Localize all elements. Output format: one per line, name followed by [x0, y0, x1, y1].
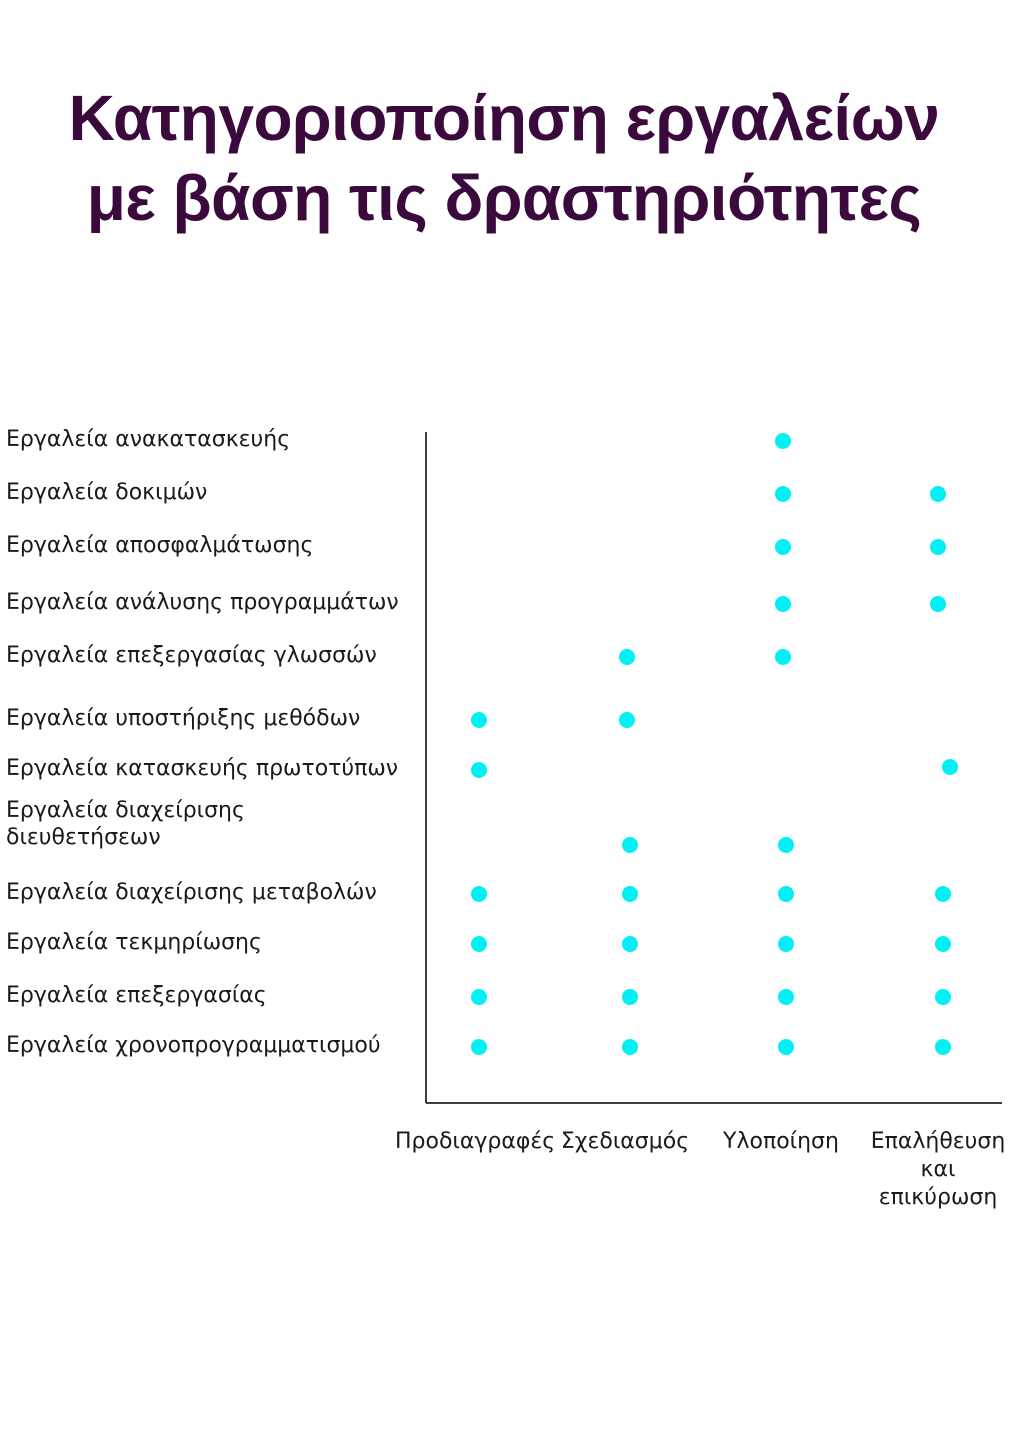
data-dot	[930, 486, 946, 502]
data-dot	[622, 989, 638, 1005]
data-dot	[619, 649, 635, 665]
row-label: Εργαλεία επεξεργασίας	[6, 983, 267, 1008]
row-label: Εργαλεία διαχείρισης μεταβολών	[6, 880, 377, 905]
data-dot	[778, 886, 794, 902]
data-dot	[471, 1039, 487, 1055]
column-label: Σχεδιασμός	[560, 1129, 690, 1154]
data-dot	[622, 886, 638, 902]
data-dot	[622, 837, 638, 853]
data-dot	[471, 712, 487, 728]
data-dot	[942, 759, 958, 775]
data-dot	[775, 486, 791, 502]
row-label: Εργαλεία διαχείρισης διευθετήσεων	[6, 798, 245, 850]
row-label: Εργαλεία δοκιμών	[6, 480, 208, 505]
row-label: Εργαλεία κατασκευής πρωτοτύπων	[6, 756, 399, 781]
page-title-line-1: Κατηγοριοποίηση εργαλείων	[68, 82, 940, 154]
column-label: Επαλήθευση και επικύρωση	[870, 1129, 1006, 1210]
row-label: Εργαλεία τεκμηρίωσης	[6, 930, 262, 955]
row-label: Εργαλεία επεξεργασίας γλωσσών	[6, 643, 377, 668]
column-label: Προδιαγραφές	[395, 1129, 556, 1154]
data-dot	[778, 989, 794, 1005]
data-dot	[471, 762, 487, 778]
data-dot	[935, 936, 951, 952]
data-dot	[930, 596, 946, 612]
data-dot	[775, 539, 791, 555]
data-dot	[935, 886, 951, 902]
data-dot	[775, 649, 791, 665]
row-label: Εργαλεία χρονοπρογραμματισμού	[6, 1033, 381, 1058]
row-label: Εργαλεία αποσφαλμάτωσης	[6, 533, 314, 558]
data-dot	[930, 539, 946, 555]
data-dot	[935, 989, 951, 1005]
data-dot	[775, 596, 791, 612]
row-label: Εργαλεία ανάλυσης προγραμμάτων	[6, 590, 399, 615]
data-dot	[622, 936, 638, 952]
data-dot	[935, 1039, 951, 1055]
data-dot	[778, 936, 794, 952]
page-title: Κατηγοριοποίηση εργαλείων με βάση τις δρ…	[0, 78, 1008, 238]
row-label: Εργαλεία ανακατασκευής	[6, 427, 291, 452]
column-label: Υλοποίηση	[723, 1129, 839, 1154]
row-label: Εργαλεία υποστήριξης μεθόδων	[6, 706, 361, 731]
data-dot	[471, 989, 487, 1005]
page-title-line-2: με βάση τις δραστηριότητες	[86, 162, 922, 234]
data-dot	[778, 837, 794, 853]
data-dot	[471, 936, 487, 952]
data-dot	[778, 1039, 794, 1055]
data-dot	[622, 1039, 638, 1055]
data-dot	[619, 712, 635, 728]
data-dot	[775, 433, 791, 449]
data-dot	[471, 886, 487, 902]
